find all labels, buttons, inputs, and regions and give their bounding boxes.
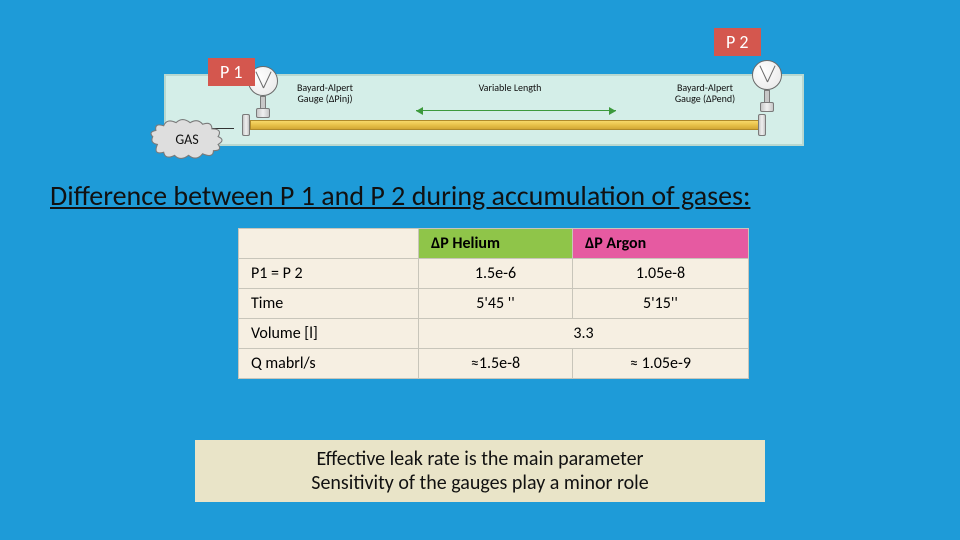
cell: 5'45 '' (419, 289, 573, 319)
cell: 5'15'' (573, 289, 749, 319)
col-header-helium: ΔP Helium (419, 229, 573, 259)
results-table: ΔP Helium ΔP Argon P1 = P 2 1.5e-6 1.05e… (238, 228, 749, 379)
cell: 1.5e-6 (419, 259, 573, 289)
section-heading: Difference between P 1 and P 2 during ac… (50, 178, 910, 213)
row-label: Time (239, 289, 419, 319)
gauge-right-icon (752, 60, 782, 90)
table-row: Time 5'45 '' 5'15'' (239, 289, 749, 319)
table-row: Volume [l] 3.3 (239, 319, 749, 349)
table-row: Q mabrl/s ≈1.5e-8 ≈ 1.05e-9 (239, 349, 749, 379)
p1-badge: P 1 (208, 58, 255, 86)
flange-right (758, 114, 766, 136)
cell: ≈ 1.05e-9 (573, 349, 749, 379)
gas-cloud-icon: GAS (148, 118, 226, 160)
cell-merged: 3.3 (419, 319, 749, 349)
conclusion-box: Effective leak rate is the main paramete… (195, 440, 765, 502)
gauge-right-flange (760, 102, 774, 112)
flange-left (242, 114, 250, 136)
variable-length-arrow (416, 110, 616, 111)
row-label: Volume [l] (239, 319, 419, 349)
table-corner (239, 229, 419, 259)
variable-length-label: Variable Length (450, 82, 570, 93)
table-row: P1 = P 2 1.5e-6 1.05e-8 (239, 259, 749, 289)
cell: 1.05e-8 (573, 259, 749, 289)
conclusion-line2: Sensitivity of the gauges play a minor r… (311, 471, 648, 495)
cell: ≈1.5e-8 (419, 349, 573, 379)
conclusion-line1: Effective leak rate is the main paramete… (316, 447, 643, 471)
gauge-left-flange (256, 108, 270, 118)
pipe-main (250, 120, 760, 130)
col-header-argon: ΔP Argon (573, 229, 749, 259)
row-label: P1 = P 2 (239, 259, 419, 289)
gas-label: GAS (148, 118, 226, 160)
gauge-right-label: Bayard-Alpert Gauge (ΔPend) (662, 82, 748, 104)
row-label: Q mabrl/s (239, 349, 419, 379)
p2-badge: P 2 (714, 28, 761, 56)
gauge-left-label: Bayard-Alpert Gauge (ΔPinj) (282, 82, 368, 104)
